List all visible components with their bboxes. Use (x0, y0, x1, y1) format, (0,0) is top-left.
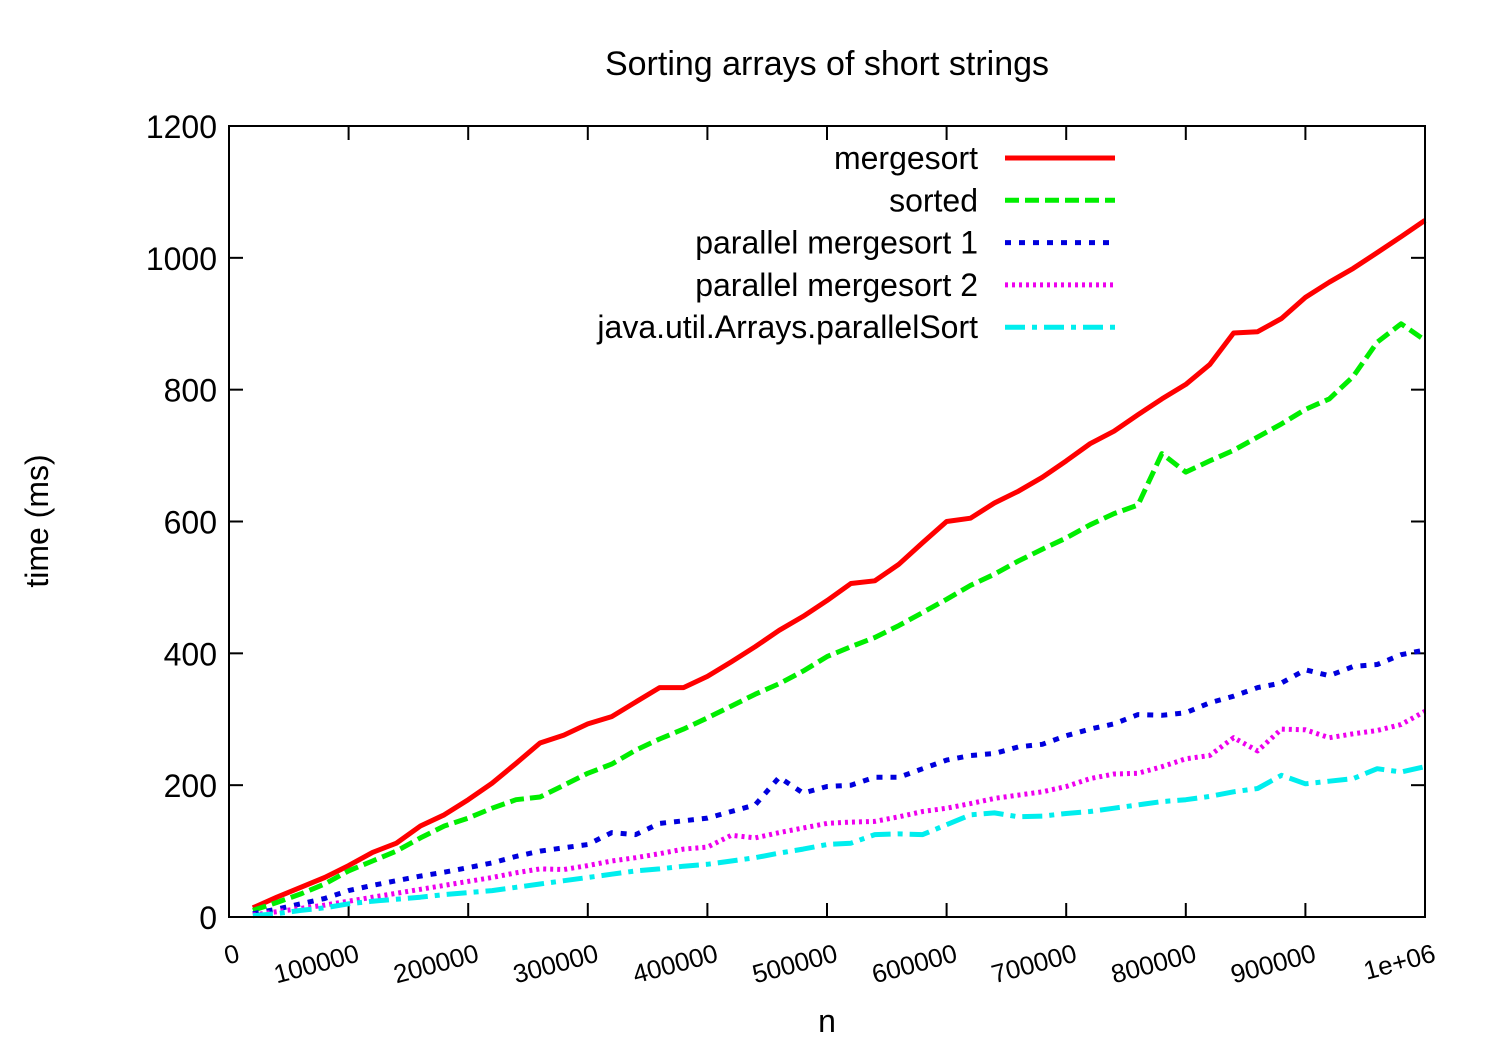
legend-label: sorted (889, 182, 978, 218)
x-tick-label: 100000 (271, 938, 363, 989)
series-line-4 (252, 764, 1426, 919)
x-tick-label: 1e+06 (1360, 938, 1438, 986)
x-tick-label: 0 (221, 938, 243, 971)
y-axis-label: time (ms) (19, 454, 55, 587)
legend-label: parallel mergesort 1 (695, 225, 978, 261)
y-tick-label: 1200 (146, 109, 217, 145)
legend-label: java.util.Arrays.parallelSort (596, 309, 978, 345)
x-tick-label: 400000 (629, 938, 721, 989)
plot-frame (228, 125, 1426, 918)
series-line-2 (252, 647, 1426, 917)
legend-label: mergesort (834, 140, 978, 176)
x-tick-label: 800000 (1108, 938, 1200, 989)
x-tick-label: 700000 (988, 938, 1080, 989)
x-tick-label: 600000 (869, 938, 961, 989)
series-line-0 (251, 218, 1427, 911)
y-tick-label: 200 (164, 768, 217, 804)
x-axis-label: n (818, 1003, 836, 1039)
y-tick-label: 1000 (146, 241, 217, 277)
legend-label: parallel mergesort 2 (695, 267, 978, 303)
y-tick-label: 0 (199, 900, 217, 936)
y-tick-label: 600 (164, 505, 217, 541)
x-tick-label: 900000 (1227, 938, 1319, 989)
x-tick-label: 300000 (510, 938, 602, 989)
x-tick-label: 200000 (390, 938, 482, 989)
chart-title: Sorting arrays of short strings (605, 45, 1049, 83)
y-tick-label: 800 (164, 373, 217, 409)
x-tick-label: 500000 (749, 938, 841, 989)
y-tick-label: 400 (164, 636, 217, 672)
series-line-1 (252, 321, 1427, 913)
series-line-3 (252, 709, 1427, 918)
